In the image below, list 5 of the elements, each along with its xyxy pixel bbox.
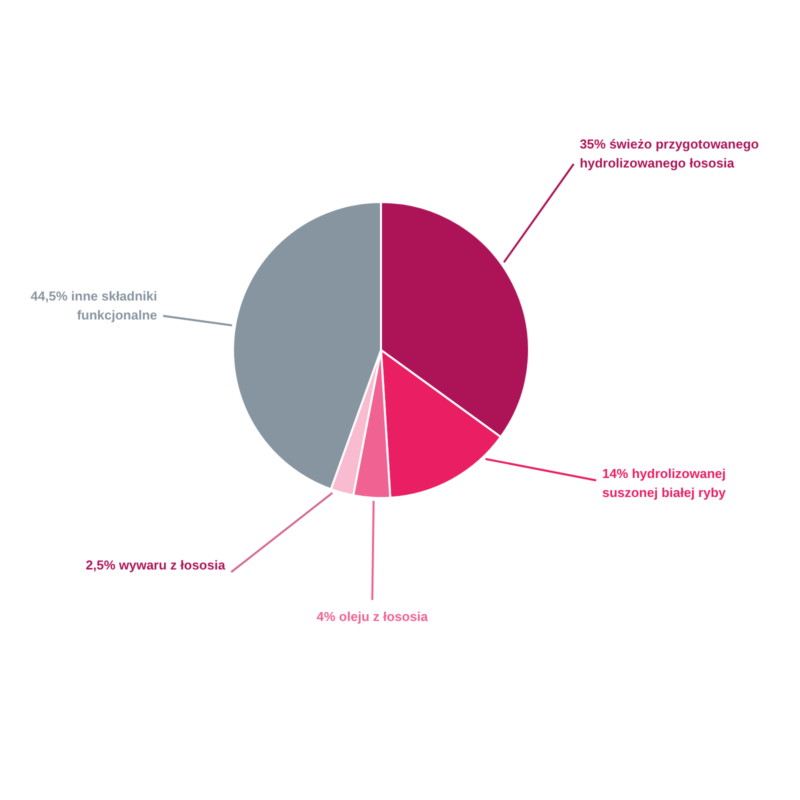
slice-label: 44,5% inne składniki funkcjonalne <box>30 288 158 322</box>
slice-label: 2,5% wywaru z łososia <box>86 558 226 573</box>
slice-label: 4% oleju z łososia <box>316 609 429 624</box>
slice-label: 14% hydrolizowanej suszonej białej ryby <box>602 466 727 500</box>
slice-label: 35% świeżo przygotowanego hydrolizowanego łososia <box>580 136 759 170</box>
